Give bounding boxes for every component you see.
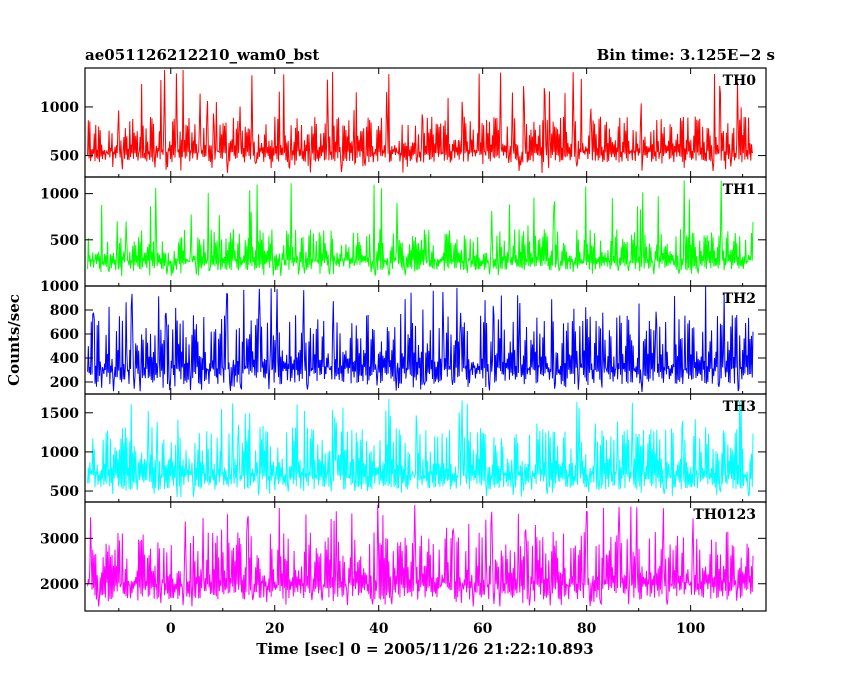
chart-title-right: Bin time: 3.125E−2 s (597, 46, 775, 64)
series-line-th0 (87, 69, 754, 173)
panel-th0123: 2000 3000 TH0123 (40, 501, 767, 612)
y-tick-label: 200 (50, 375, 79, 391)
y-tick-label: 500 (50, 484, 79, 500)
x-tick-label: 60 (473, 621, 493, 637)
y-tick-label: 1000 (40, 445, 79, 461)
y-tick-label: 400 (50, 351, 79, 367)
panel-label: TH0123 (693, 507, 756, 523)
y-tick-label: 1500 (40, 406, 79, 422)
panel-th3: 500 1000 1500 TH3 (40, 393, 767, 503)
panel-label: TH0 (723, 73, 757, 89)
panel-th1: 500 1000 TH1 (40, 176, 767, 287)
y-tick-label: 500 (50, 233, 79, 249)
panel-frame (84, 67, 767, 178)
x-tick-label: 0 (166, 621, 176, 637)
x-tick-label: 20 (265, 621, 285, 637)
y-tick-label: 600 (50, 327, 79, 343)
panel-frame (84, 176, 767, 287)
y-axis-title: Counts/sec (5, 294, 23, 386)
y-tick-label: 2000 (40, 577, 79, 593)
y-tick-label: 1000 (40, 100, 79, 116)
x-tick-label: 100 (676, 621, 705, 637)
x-axis-title: Time [sec] 0 = 2005/11/26 21:22:10.893 (256, 640, 593, 658)
panel-th0: 500 1000 TH0 (40, 67, 767, 178)
y-tick-label: 3000 (40, 531, 79, 547)
series-line-th0123 (87, 504, 754, 607)
x-tick-label: 80 (577, 621, 597, 637)
y-tick-label: 1000 (40, 279, 79, 295)
panel-frame (84, 501, 767, 612)
y-tick-label: 1000 (40, 187, 79, 203)
chart-title-left: ae051126212210_wam0_bst (85, 46, 319, 64)
panel-label: TH3 (723, 399, 756, 415)
y-tick-label: 800 (50, 303, 79, 319)
series-line-th1 (87, 180, 754, 276)
panel-th2: 200 400 600 800 1000 TH2 (40, 279, 767, 395)
x-tick-label: 40 (369, 621, 389, 637)
panel-label: TH1 (723, 182, 756, 198)
series-line-th3 (87, 399, 754, 498)
panel-label: TH2 (723, 291, 756, 307)
series-line-th2 (87, 286, 754, 393)
y-tick-label: 500 (50, 149, 79, 165)
